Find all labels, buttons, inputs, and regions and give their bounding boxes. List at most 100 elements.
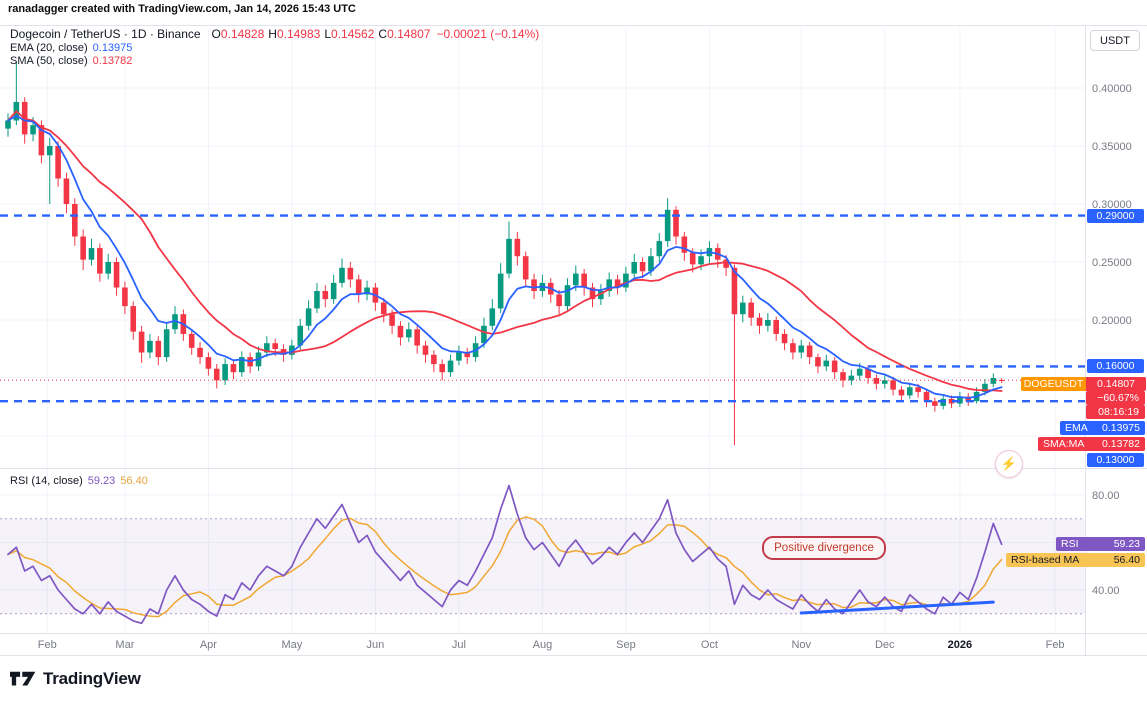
ema-axis-label: EMA	[1065, 422, 1088, 434]
price-tick-label: 0.30000	[1092, 199, 1132, 211]
close-label: C	[378, 27, 388, 41]
rsi-tick-label: 80.00	[1092, 490, 1120, 502]
candle-body	[932, 401, 938, 406]
low-label: L	[324, 27, 332, 41]
candle-body	[105, 262, 111, 274]
candle-body	[347, 267, 354, 280]
candle-body	[63, 178, 70, 204]
candle-body	[230, 364, 237, 373]
candle-body	[481, 325, 487, 344]
open-label: O	[211, 27, 221, 41]
candle-body	[639, 262, 646, 272]
rsi-legend-value: 59.23	[87, 475, 116, 487]
candle-body	[289, 345, 295, 355]
candle-body	[673, 209, 679, 237]
price-label-row: DOGEUSDT 0.14807	[1021, 377, 1146, 391]
ema-legend[interactable]: EMA (20, close) 0.13975	[10, 42, 132, 54]
candle-body	[297, 325, 304, 346]
candle-body	[781, 333, 788, 344]
lightning-button[interactable]: ⚡	[995, 450, 1023, 478]
candle-body	[397, 325, 404, 338]
candle-body	[790, 343, 796, 353]
candle-body	[648, 256, 654, 272]
sma-legend-label: SMA (50, close)	[10, 55, 88, 67]
candle-body	[656, 241, 663, 257]
tradingview-footer[interactable]: TradingView	[10, 669, 141, 689]
price-tick-label: 0.20000	[1092, 315, 1132, 327]
candle-body	[380, 302, 387, 315]
candle-body	[5, 120, 11, 129]
sma-axis-label: SMA:MA	[1043, 438, 1085, 450]
candle-body	[514, 238, 521, 257]
candle-body	[840, 372, 846, 381]
rsi-axis-label: RSI	[1061, 538, 1079, 550]
symbol-legend[interactable]: Dogecoin / TetherUS · 1D · Binance O 0.14…	[10, 27, 539, 41]
candle-body	[598, 291, 604, 300]
candle-body	[522, 256, 529, 280]
time-tick-label: Dec	[875, 639, 895, 651]
close-value: 0.14807	[387, 27, 431, 41]
credit-text: ranadagger created with TradingView.com,…	[8, 3, 356, 15]
candle-body	[573, 273, 579, 286]
time-tick-label: Feb	[38, 639, 57, 651]
candle-body	[222, 364, 228, 381]
level-badge-016: 0.16000	[1087, 359, 1144, 373]
candle-body	[272, 343, 278, 349]
level-badge-013: 0.13000	[1087, 453, 1144, 467]
candle-body	[447, 360, 454, 373]
candle-body	[205, 357, 212, 369]
candle-body	[823, 360, 830, 367]
candle-body	[406, 329, 412, 338]
change-value: −0.00021 (−0.14%)	[436, 27, 540, 41]
candle-body	[305, 308, 312, 326]
candle-body	[531, 279, 537, 291]
candle-body	[623, 273, 629, 288]
candle-body	[197, 347, 203, 358]
candle-body	[698, 256, 704, 265]
candle-body	[113, 262, 120, 288]
candle-body	[80, 236, 86, 260]
candle-body	[138, 331, 145, 353]
sma-axis-value: 0.13782	[1102, 438, 1140, 450]
high-label: H	[268, 27, 277, 41]
candle-body	[773, 320, 779, 334]
positive-divergence-callout[interactable]: Positive divergence	[762, 536, 886, 560]
candle-body	[923, 391, 930, 402]
open-value: 0.14828	[220, 27, 265, 41]
sma-legend[interactable]: SMA (50, close) 0.13782	[10, 55, 132, 67]
candle-body	[564, 285, 571, 307]
symbol-price-label: DOGEUSDT	[1021, 377, 1086, 391]
candle-body	[664, 209, 671, 242]
time-tick-label: 2026	[948, 639, 972, 651]
candle-body	[606, 279, 612, 291]
candle-body	[38, 125, 45, 156]
time-tick-label: Aug	[533, 639, 553, 651]
candle-body	[740, 302, 746, 315]
candle-body	[581, 273, 587, 288]
price-tick-label: 0.35000	[1092, 141, 1132, 153]
lightning-icon: ⚡	[1000, 456, 1018, 471]
time-tick-label: Nov	[791, 639, 811, 651]
rsi-legend[interactable]: RSI (14, close) 59.23 56.40	[10, 475, 148, 487]
candle-body	[130, 306, 137, 332]
candle-body	[856, 368, 863, 376]
candle-body	[355, 279, 362, 295]
low-value: 0.14562	[331, 27, 375, 41]
candle-body	[798, 345, 805, 353]
change-percent-badge: −60.67%	[1086, 391, 1145, 405]
tradingview-logo-icon	[10, 671, 36, 686]
candle-body	[55, 146, 61, 179]
currency-usdt-button[interactable]: USDT	[1090, 30, 1140, 51]
rsi-ma-line	[7, 516, 1003, 618]
candle-body	[264, 343, 270, 353]
candle-body	[748, 302, 754, 318]
time-tick-label: Jun	[367, 639, 385, 651]
candle-body	[890, 380, 896, 390]
candle-body	[614, 279, 621, 288]
candle-body	[990, 378, 997, 384]
candle-body	[631, 262, 638, 274]
last-price-badge: 0.14807	[1086, 377, 1146, 391]
rsi-trendline[interactable]	[799, 600, 995, 615]
time-tick-label: Feb	[1046, 639, 1065, 651]
